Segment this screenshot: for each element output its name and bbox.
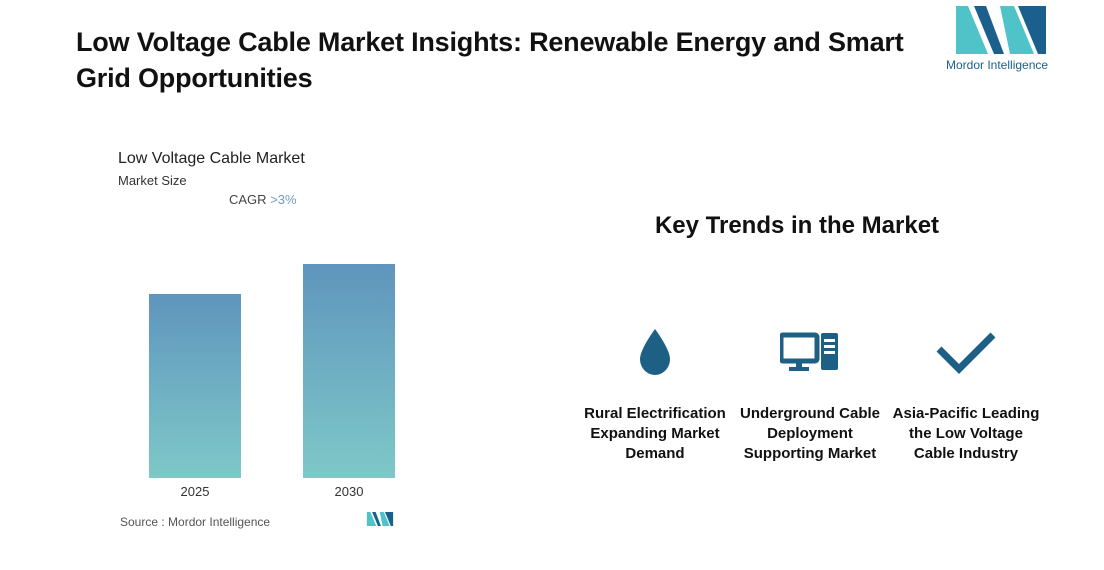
mini-logo-icon [366,512,394,526]
x-tick-label: 2030 [335,484,364,499]
mordor-logo: Mordor Intelligence [944,6,1060,76]
trend-label: Asia-Pacific Leading the Low Voltage Cab… [892,405,1040,462]
checkmark-icon [891,320,1041,384]
trend-item-rural-electrification: Rural Electrification Expanding Market D… [580,320,730,464]
logo-text: Mordor Intelligence [946,58,1049,72]
trend-label: Rural Electrification Expanding Market D… [584,405,726,462]
mordor-logo-icon [956,6,1046,54]
trend-label: Underground Cable Deployment Supporting … [739,405,880,462]
trends-title: Key Trends in the Market [654,212,940,239]
trend-item-asia-pacific: Asia-Pacific Leading the Low Voltage Cab… [891,320,1041,464]
page-title: Low Voltage Cable Market Insights: Renew… [76,27,904,93]
computer-icon [735,320,885,384]
x-tick-label: 2025 [181,484,210,499]
water-drop-icon [580,320,730,384]
chart-title: Low Voltage Cable Market [118,150,305,167]
chart-subtitle: Market Size [118,173,187,188]
cagr-text: CAGR >3% [229,192,297,207]
bar-2025 [149,293,241,478]
bar-2030 [303,264,395,478]
market-size-chart: 2025 2030 [149,264,395,499]
cagr-label: CAGR [229,192,267,207]
trend-item-underground-cable: Underground Cable Deployment Supporting … [735,320,885,464]
cagr-value: >3% [270,192,297,207]
source-text: Source : Mordor Intelligence [120,515,271,529]
